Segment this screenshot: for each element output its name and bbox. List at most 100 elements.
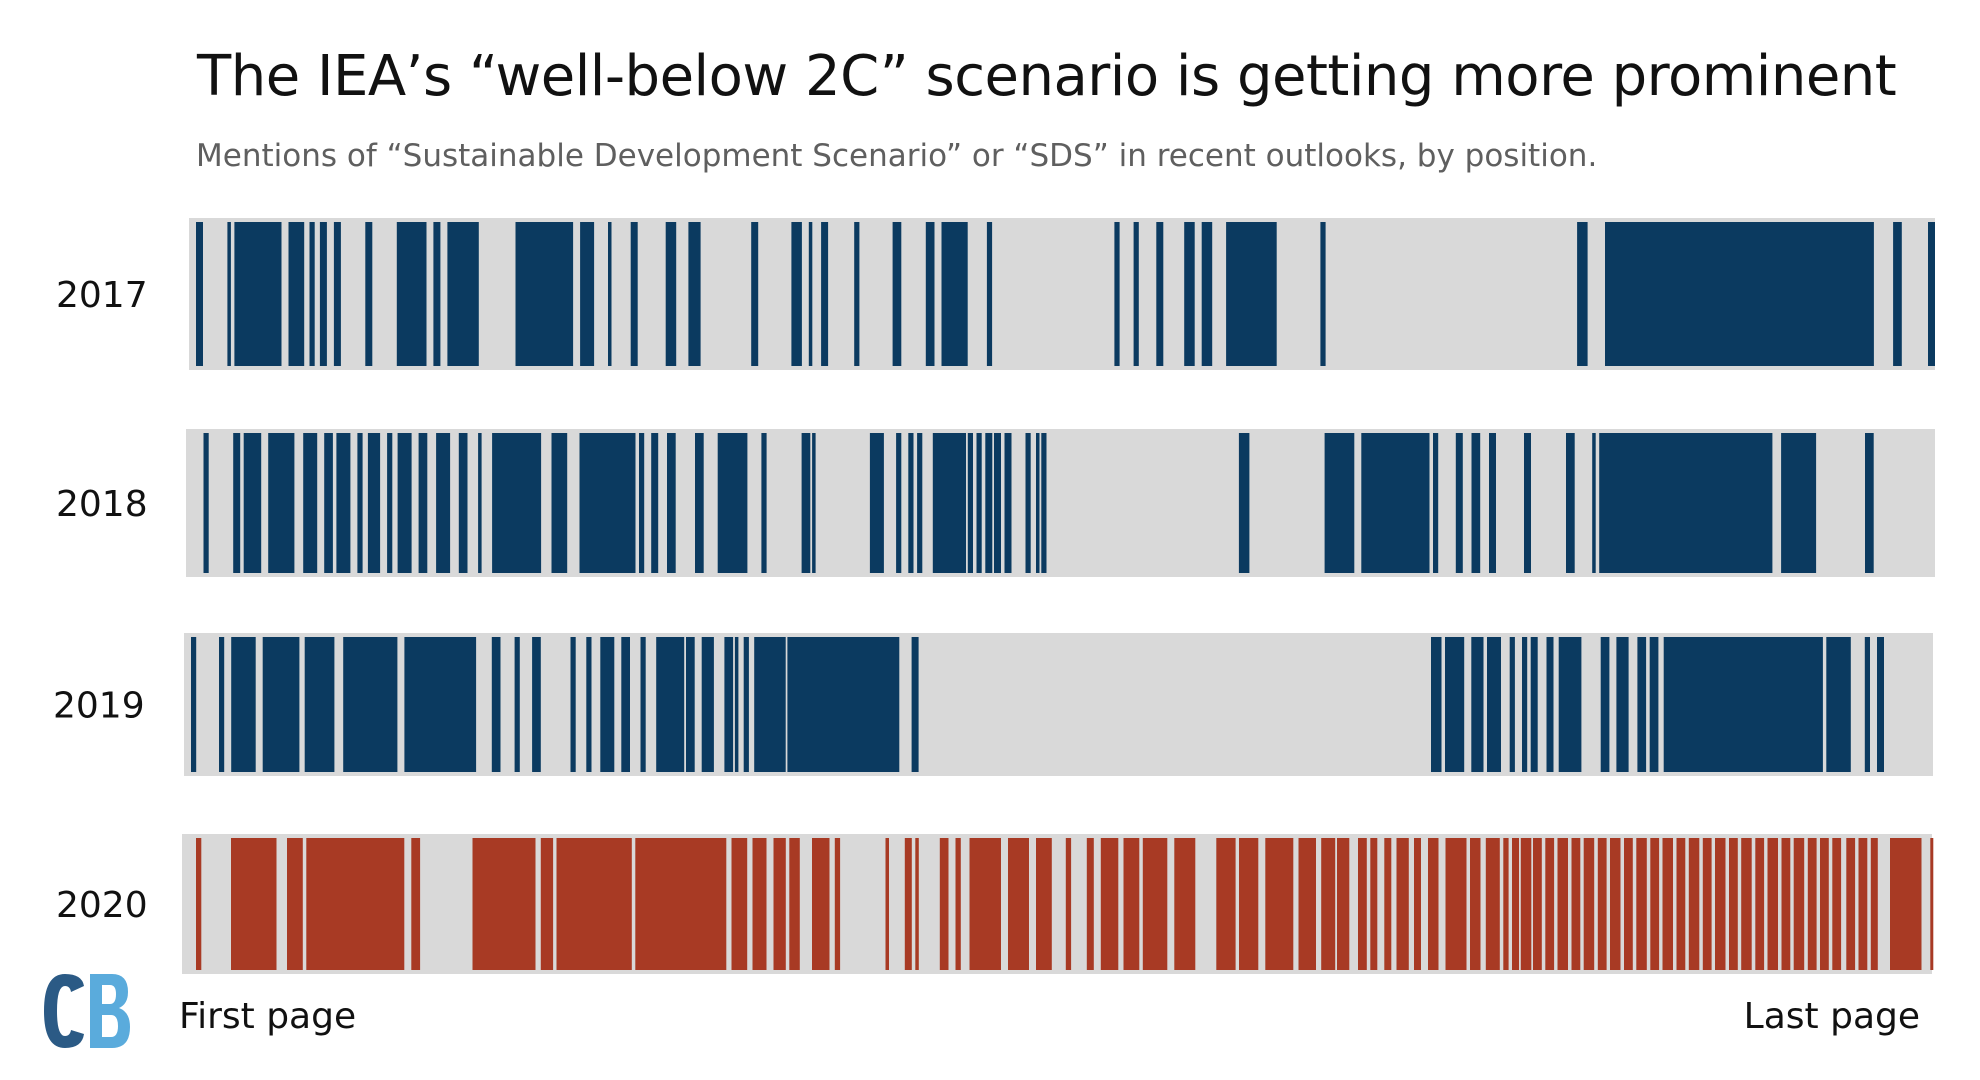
- mention-mark-2020-55: [1636, 838, 1647, 970]
- mention-mark-2017-13: [608, 222, 612, 366]
- mention-mark-2018-16: [551, 433, 568, 573]
- mention-mark-2018-6: [336, 433, 351, 573]
- mention-mark-2019-24: [1431, 637, 1442, 772]
- mention-mark-2017-27: [1133, 222, 1139, 366]
- mention-mark-2017-15: [665, 222, 677, 366]
- mention-mark-2020-53: [1610, 838, 1621, 970]
- mention-mark-2020-68: [1807, 838, 1817, 970]
- mention-mark-2020-65: [1767, 838, 1778, 970]
- mention-mark-2020-39: [1414, 838, 1421, 970]
- mention-mark-2018-4: [303, 433, 318, 573]
- mention-mark-2020-71: [1846, 838, 1856, 970]
- mention-mark-2020-34: [1337, 838, 1350, 970]
- barcode-row-2018: 2018: [56, 429, 1935, 577]
- mention-mark-2018-40: [1324, 433, 1355, 573]
- mention-mark-2019-39: [1864, 637, 1870, 772]
- mention-mark-2019-20: [743, 637, 749, 772]
- mention-mark-2020-5: [472, 838, 536, 970]
- mention-mark-2020-10: [752, 838, 767, 970]
- mention-mark-2018-12: [436, 433, 451, 573]
- mention-mark-2019-7: [491, 637, 501, 772]
- mention-mark-2020-42: [1470, 838, 1481, 970]
- mention-mark-2018-24: [801, 433, 811, 573]
- mention-mark-2018-23: [761, 433, 767, 573]
- chart-subtitle: Mentions of “Sustainable Development Sce…: [196, 138, 1598, 174]
- mention-mark-2017-19: [808, 222, 813, 366]
- mention-mark-2019-10: [570, 637, 576, 772]
- mention-mark-2017-30: [1201, 222, 1213, 366]
- mention-mark-2020-31: [1265, 838, 1294, 970]
- mention-mark-2020-72: [1858, 838, 1868, 970]
- mention-mark-2020-37: [1384, 838, 1392, 970]
- mention-mark-2020-8: [635, 838, 727, 970]
- mention-mark-2020-2: [287, 838, 303, 970]
- mention-mark-2018-47: [1566, 433, 1575, 573]
- mention-mark-2019-2: [231, 637, 256, 772]
- mention-mark-2020-30: [1239, 838, 1259, 970]
- mention-mark-2020-25: [1100, 838, 1119, 970]
- mention-mark-2020-49: [1557, 838, 1568, 970]
- year-label-2020: 2020: [56, 885, 148, 926]
- mention-mark-2019-4: [304, 637, 335, 772]
- mention-mark-2017-11: [515, 222, 574, 366]
- mention-mark-2019-8: [514, 637, 520, 772]
- mention-mark-2020-1: [231, 838, 277, 970]
- mention-mark-2019-28: [1509, 637, 1515, 772]
- mention-mark-2020-35: [1358, 838, 1367, 970]
- mention-mark-2017-24: [941, 222, 968, 366]
- mention-mark-2017-5: [319, 222, 327, 366]
- mention-mark-2018-37: [1036, 433, 1040, 573]
- mention-mark-2019-19: [734, 637, 739, 772]
- mention-mark-2017-2: [234, 222, 282, 366]
- mention-mark-2018-14: [478, 433, 482, 573]
- mention-mark-2020-14: [834, 838, 841, 970]
- mention-mark-2017-20: [821, 222, 829, 366]
- mention-mark-2017-25: [986, 222, 993, 366]
- mention-mark-2018-11: [418, 433, 428, 573]
- mention-mark-2018-1: [233, 433, 241, 573]
- mention-mark-2019-26: [1471, 637, 1484, 772]
- mention-mark-2018-35: [1004, 433, 1012, 573]
- mention-mark-2018-27: [896, 433, 902, 573]
- mention-mark-2019-1: [219, 637, 225, 772]
- mention-mark-2019-22: [787, 637, 900, 772]
- mention-mark-2018-15: [492, 433, 542, 573]
- mention-mark-2020-20: [969, 838, 1001, 970]
- mention-mark-2020-44: [1503, 838, 1509, 970]
- mention-mark-2018-8: [367, 433, 381, 573]
- mention-mark-2020-48: [1545, 838, 1555, 970]
- mention-mark-2018-7: [357, 433, 363, 573]
- mention-mark-2020-75: [1930, 838, 1934, 970]
- mention-mark-2018-9: [387, 433, 393, 573]
- mention-mark-2019-14: [640, 637, 646, 772]
- mention-mark-2018-41: [1361, 433, 1430, 573]
- year-label-2018: 2018: [56, 484, 148, 525]
- mention-mark-2018-43: [1455, 433, 1463, 573]
- mention-mark-2020-54: [1624, 838, 1633, 970]
- mention-mark-2019-29: [1522, 637, 1528, 772]
- chart-title: The IEA’s “well-below 2C” scenario is ge…: [197, 44, 1897, 109]
- mention-mark-2020-0: [196, 838, 202, 970]
- mention-mark-2019-37: [1663, 637, 1823, 772]
- mention-mark-2017-34: [1605, 222, 1874, 366]
- mention-mark-2017-21: [854, 222, 860, 366]
- year-label-2019: 2019: [53, 686, 145, 727]
- mention-mark-2017-36: [1928, 222, 1935, 366]
- mention-mark-2020-7: [556, 838, 632, 970]
- mention-mark-2020-15: [885, 838, 889, 970]
- mention-mark-2020-74: [1890, 838, 1922, 970]
- mention-mark-2017-23: [925, 222, 935, 366]
- mention-mark-2017-12: [580, 222, 595, 366]
- mention-mark-2020-59: [1688, 838, 1700, 970]
- mention-mark-2018-46: [1524, 433, 1531, 573]
- mention-mark-2017-0: [196, 222, 203, 366]
- mention-mark-2019-16: [686, 637, 695, 772]
- mention-mark-2020-27: [1142, 838, 1168, 970]
- mention-mark-2020-66: [1781, 838, 1791, 970]
- mention-mark-2018-51: [1865, 433, 1874, 573]
- mention-mark-2017-26: [1114, 222, 1120, 366]
- mention-mark-2017-6: [333, 222, 341, 366]
- mention-mark-2018-49: [1599, 433, 1773, 573]
- mention-mark-2019-34: [1616, 637, 1629, 772]
- mention-mark-2018-2: [243, 433, 262, 573]
